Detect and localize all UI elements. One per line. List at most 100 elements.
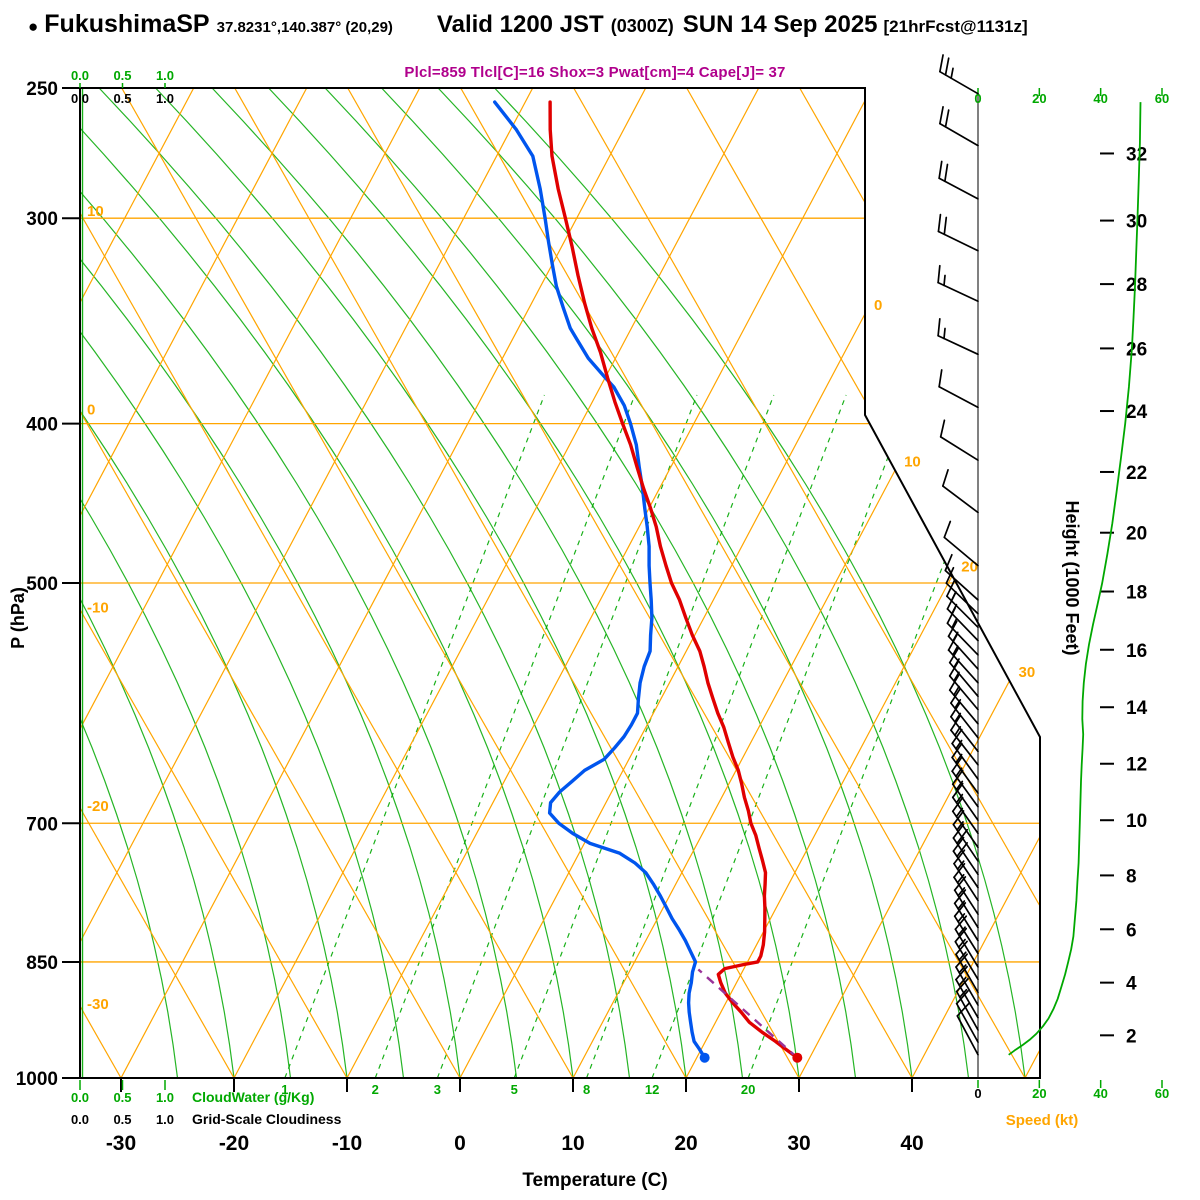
pressure-tick-label: 500	[26, 574, 58, 595]
wind-barb	[951, 769, 979, 822]
barb-half-feather	[955, 767, 963, 778]
wind-barb	[937, 264, 979, 303]
barb-feather	[950, 715, 961, 732]
cloudwater-scale-label-top: 0.0	[71, 68, 89, 83]
speed-scale-label-top: 0	[974, 91, 981, 106]
barb-feather	[946, 580, 956, 598]
wind-barb	[943, 520, 979, 567]
wind-barb	[948, 660, 979, 711]
pressure-axis-title: P (hPa)	[8, 587, 28, 649]
barb-feather	[938, 369, 943, 388]
wind-barb	[953, 889, 979, 942]
barb-feather	[956, 1002, 970, 1017]
wind-barb	[942, 468, 979, 514]
barb-feather	[952, 810, 965, 826]
wind-barb	[955, 953, 979, 1006]
mixing-ratio-line	[436, 394, 698, 1078]
height-tick-label: 26	[1126, 339, 1147, 360]
height-tick-label: 10	[1126, 811, 1147, 832]
dry-adiabat-line	[80, 88, 235, 1078]
temperature-curve	[548, 100, 799, 1060]
dewpoint-curve	[493, 100, 707, 1060]
dry-adiabat-label: 0	[87, 401, 95, 418]
barb-feather	[943, 216, 948, 236]
height-tick-label: 12	[1126, 755, 1147, 776]
barb-feather	[951, 796, 964, 813]
barb-feather	[952, 836, 965, 853]
height-tick-label: 16	[1126, 641, 1147, 662]
barb-feather	[943, 520, 952, 539]
barb-feather	[955, 965, 968, 981]
barb-half-feather	[954, 698, 962, 710]
wind-barb	[948, 647, 979, 698]
temp-tick-label: 20	[674, 1132, 697, 1155]
dry-adiabat-line	[80, 88, 348, 1078]
isotherm-exit-label: 0	[874, 297, 882, 314]
barb-feather	[952, 823, 965, 839]
barb-half-feather	[943, 327, 946, 340]
cloudwater-scale-label-bottom: 0.0	[71, 1090, 89, 1105]
barb-feather	[947, 634, 958, 651]
wind-barb	[951, 756, 979, 808]
cloudwater-scale-label-top: 0.5	[113, 68, 131, 83]
barb-feather	[956, 842, 969, 858]
barb-half-feather	[957, 938, 966, 949]
speed-scale-label-bottom: 20	[1032, 1086, 1046, 1101]
mixing-ratio-label: 3	[434, 1082, 441, 1097]
mixing-ratio-line	[585, 394, 847, 1078]
mixing-ratio-label: 20	[741, 1082, 755, 1097]
wind-barb	[946, 580, 979, 629]
wind-barb	[954, 927, 979, 981]
barb-feather	[955, 953, 968, 968]
speed-scale-label-top: 60	[1155, 91, 1169, 106]
station-name: FukushimaSP	[44, 10, 210, 38]
height-axis-title: Height (1000 Feet)	[1062, 500, 1082, 655]
valid-date: SUN 14 Sep 2025	[682, 11, 878, 38]
height-tick-label: 20	[1126, 524, 1147, 545]
barb-half-feather	[957, 913, 966, 923]
wind-barb	[947, 634, 979, 684]
barb-feather	[950, 701, 961, 718]
barb-feather	[956, 828, 969, 845]
barb-staff	[942, 485, 979, 514]
barb-half-feather	[956, 821, 964, 831]
wind-barb	[955, 940, 979, 994]
barb-feather	[944, 163, 949, 183]
cloudwater-axis-title: CloudWater (g/Kg)	[192, 1089, 314, 1105]
temp-tick-label: 0	[454, 1132, 466, 1155]
parcel-path-line	[697, 968, 799, 1059]
wind-barb	[948, 674, 979, 725]
barb-half-feather	[954, 712, 962, 723]
height-tick-label: 28	[1126, 275, 1147, 296]
temp-tick-label: -20	[219, 1132, 249, 1155]
speed-scale-label-bottom: 60	[1155, 1086, 1169, 1101]
dry-adiabat-label: -20	[87, 798, 109, 815]
wind-barb	[953, 849, 979, 902]
wind-barb	[951, 796, 979, 849]
height-tick-label: 4	[1126, 974, 1137, 995]
wind-barb	[937, 317, 979, 356]
barb-feather	[951, 728, 963, 745]
wind-barb	[955, 965, 979, 1019]
barb-half-feather	[955, 793, 964, 804]
barb-feather	[955, 940, 968, 956]
isotherm-line	[80, 88, 308, 1078]
height-tick-label: 6	[1126, 920, 1137, 941]
barb-half-feather	[957, 887, 966, 897]
pressure-tick-label: 700	[26, 814, 58, 835]
temp-tick-label: 10	[561, 1132, 584, 1155]
barb-feather	[953, 862, 966, 879]
mixing-ratio-label: 5	[511, 1082, 518, 1097]
barb-feather	[937, 317, 941, 337]
speed-axis-title: Speed (kt)	[1006, 1112, 1079, 1129]
barb-feather	[955, 990, 969, 1005]
stability-indices: Plcl=859 Tlcl[C]=16 Shox=3 Pwat[cm]=4 Ca…	[404, 64, 786, 81]
surface-dewpoint-dot	[699, 1052, 710, 1063]
barb-half-feather	[957, 900, 966, 910]
mixing-ratio-line	[513, 394, 775, 1078]
pressure-tick-label: 250	[26, 79, 58, 100]
barb-half-feather	[953, 685, 960, 696]
cloudiness-scale-label-top: 1.0	[156, 91, 174, 106]
barb-feather	[946, 607, 956, 625]
temp-tick-label: 30	[787, 1132, 810, 1155]
